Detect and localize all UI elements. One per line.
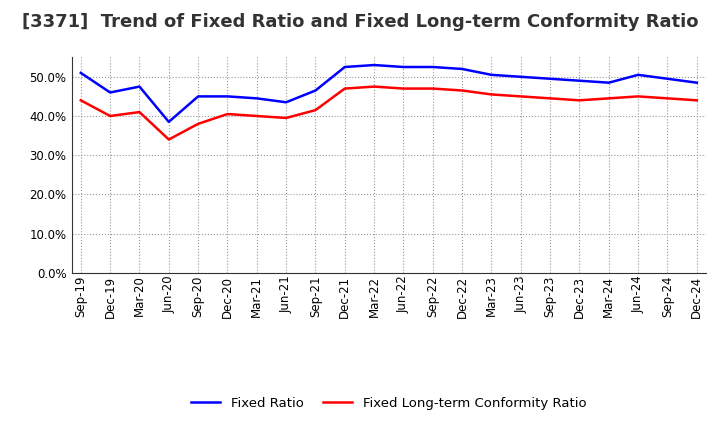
Line: Fixed Long-term Conformity Ratio: Fixed Long-term Conformity Ratio [81,87,697,139]
Fixed Ratio [341,64,349,70]
Fixed Long-term Conformity Ratio [399,86,408,91]
Fixed Ratio [663,76,672,81]
Fixed Long-term Conformity Ratio [693,98,701,103]
Fixed Long-term Conformity Ratio [634,94,642,99]
Fixed Long-term Conformity Ratio [135,110,144,115]
Fixed Long-term Conformity Ratio [458,88,467,93]
Fixed Ratio [76,70,85,76]
Text: [3371]  Trend of Fixed Ratio and Fixed Long-term Conformity Ratio: [3371] Trend of Fixed Ratio and Fixed Lo… [22,13,698,31]
Fixed Ratio [487,72,496,77]
Fixed Ratio [311,88,320,93]
Fixed Long-term Conformity Ratio [194,121,202,126]
Fixed Long-term Conformity Ratio [428,86,437,91]
Fixed Ratio [399,64,408,70]
Fixed Ratio [253,96,261,101]
Fixed Ratio [546,76,554,81]
Fixed Ratio [106,90,114,95]
Fixed Long-term Conformity Ratio [575,98,584,103]
Fixed Long-term Conformity Ratio [311,107,320,113]
Fixed Long-term Conformity Ratio [76,98,85,103]
Fixed Long-term Conformity Ratio [663,96,672,101]
Fixed Ratio [605,80,613,85]
Line: Fixed Ratio: Fixed Ratio [81,65,697,122]
Fixed Ratio [135,84,144,89]
Fixed Ratio [194,94,202,99]
Fixed Long-term Conformity Ratio [370,84,379,89]
Fixed Long-term Conformity Ratio [546,96,554,101]
Fixed Long-term Conformity Ratio [223,111,232,117]
Fixed Long-term Conformity Ratio [341,86,349,91]
Fixed Ratio [458,66,467,72]
Fixed Ratio [428,64,437,70]
Fixed Long-term Conformity Ratio [282,115,290,121]
Fixed Ratio [634,72,642,77]
Legend: Fixed Ratio, Fixed Long-term Conformity Ratio: Fixed Ratio, Fixed Long-term Conformity … [186,392,592,415]
Fixed Long-term Conformity Ratio [605,96,613,101]
Fixed Long-term Conformity Ratio [164,137,173,142]
Fixed Ratio [164,119,173,125]
Fixed Ratio [223,94,232,99]
Fixed Ratio [370,62,379,68]
Fixed Ratio [575,78,584,83]
Fixed Ratio [282,99,290,105]
Fixed Ratio [693,80,701,85]
Fixed Long-term Conformity Ratio [516,94,525,99]
Fixed Ratio [516,74,525,80]
Fixed Long-term Conformity Ratio [487,92,496,97]
Fixed Long-term Conformity Ratio [106,114,114,119]
Fixed Long-term Conformity Ratio [253,114,261,119]
